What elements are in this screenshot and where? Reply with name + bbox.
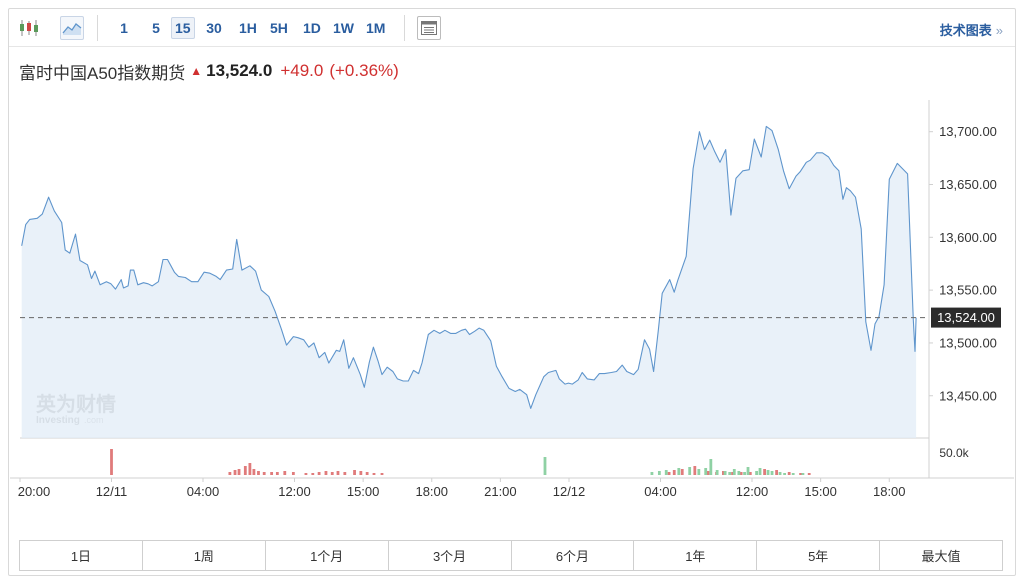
- range-6m-button[interactable]: 6个月: [512, 541, 635, 570]
- toolbar-separator: [404, 15, 405, 41]
- interval-30-button[interactable]: 30: [206, 20, 222, 36]
- interval-1w-button[interactable]: 1W: [333, 20, 354, 36]
- tech-chart-label: 技术图表: [939, 23, 992, 38]
- range-3m-button[interactable]: 3个月: [389, 541, 512, 570]
- time-range-bar: 1日 1周 1个月 3个月 6个月 1年 5年 最大值: [19, 540, 1003, 571]
- range-1m-button[interactable]: 1个月: [266, 541, 389, 570]
- table-icon[interactable]: [417, 16, 441, 40]
- interval-1h-button[interactable]: 1H: [239, 20, 257, 36]
- range-1w-button[interactable]: 1周: [143, 541, 266, 570]
- chart-widget: 1 5 15 30 1H 5H 1D 1W 1M 技术图表» 富时中国A50指数…: [8, 8, 1016, 576]
- interval-1-button[interactable]: 1: [120, 20, 128, 36]
- price-change: +49.0: [280, 61, 324, 80]
- range-1d-button[interactable]: 1日: [20, 541, 143, 570]
- area-chart-icon[interactable]: [60, 16, 84, 40]
- range-1y-button[interactable]: 1年: [634, 541, 758, 570]
- last-price: 13,524.0: [206, 61, 273, 80]
- candlestick-icon[interactable]: [17, 16, 41, 40]
- instrument-name: 富时中国A50指数期货: [19, 63, 186, 83]
- chart-toolbar: 1 5 15 30 1H 5H 1D 1W 1M 技术图表»: [9, 9, 1015, 47]
- quote-header: 富时中国A50指数期货 ▲ 13,524.0 +49.0 (+0.36%): [19, 60, 399, 83]
- up-arrow-icon: ▲: [190, 64, 203, 78]
- interval-1m-button[interactable]: 1M: [366, 20, 386, 36]
- price-change-percent: (+0.36%): [329, 61, 399, 80]
- double-chevron-right-icon: »: [995, 23, 1003, 38]
- tech-chart-link[interactable]: 技术图表»: [940, 20, 1003, 39]
- interval-5-button[interactable]: 5: [152, 20, 160, 36]
- interval-1d-button[interactable]: 1D: [303, 20, 321, 36]
- interval-5h-button[interactable]: 5H: [270, 20, 288, 36]
- toolbar-separator: [97, 15, 98, 41]
- interval-15-button[interactable]: 15: [171, 17, 195, 39]
- range-max-button[interactable]: 最大值: [921, 549, 961, 564]
- range-5y-button[interactable]: 5年: [757, 541, 881, 570]
